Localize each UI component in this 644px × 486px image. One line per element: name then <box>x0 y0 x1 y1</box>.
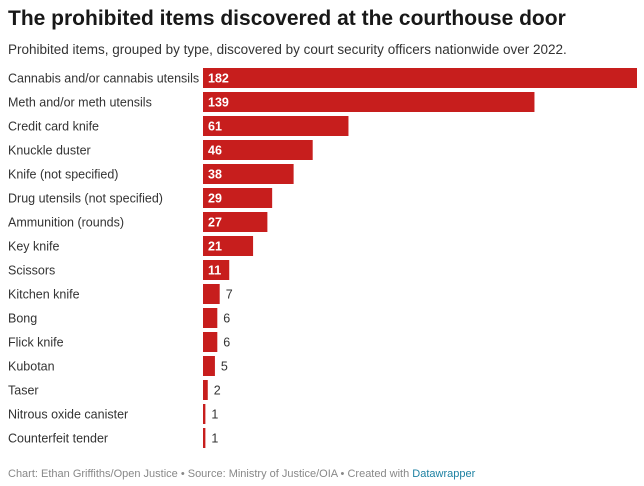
value-label: 5 <box>221 360 228 374</box>
bar-row: Ammunition (rounds) 27 <box>8 212 268 232</box>
bar <box>203 188 273 208</box>
category-label: Kitchen knife <box>8 288 80 302</box>
value-label: 38 <box>208 168 222 182</box>
category-label: Flick knife <box>8 336 64 350</box>
chart-subtitle: Prohibited items, grouped by type, disco… <box>8 42 567 57</box>
bar-row: Knuckle duster 46 <box>8 140 313 160</box>
value-label: 7 <box>226 288 233 302</box>
value-label: 6 <box>223 312 230 326</box>
bar-row: Meth and/or meth utensils 139 <box>8 92 535 112</box>
bar-row: Kitchen knife 7 <box>8 284 233 304</box>
chart-title: The prohibited items discovered at the c… <box>8 7 566 30</box>
value-label: 2 <box>214 384 221 398</box>
bar-row: Bong 6 <box>8 308 230 328</box>
bar <box>203 284 220 304</box>
value-label: 21 <box>208 240 222 254</box>
bar <box>203 332 218 352</box>
bar-row: Flick knife 6 <box>8 332 230 352</box>
bar <box>203 116 349 136</box>
category-label: Bong <box>8 312 37 326</box>
value-label: 29 <box>208 192 222 206</box>
category-label: Ammunition (rounds) <box>8 216 124 230</box>
value-label: 139 <box>208 96 229 110</box>
bar <box>203 236 254 256</box>
bar-row: Cannabis and/or cannabis utensils 182 <box>8 68 637 88</box>
bar-row: Drug utensils (not specified) 29 <box>8 188 273 208</box>
bar <box>203 428 206 448</box>
category-label: Cannabis and/or cannabis utensils <box>8 72 199 86</box>
bar-chart-svg: Cannabis and/or cannabis utensils 182 Meth… <box>8 68 637 448</box>
category-label: Key knife <box>8 240 59 254</box>
value-label: 61 <box>208 120 222 134</box>
category-label: Kubotan <box>8 360 55 374</box>
category-label: Scissors <box>8 264 55 278</box>
bar <box>203 356 215 376</box>
bar-row: Key knife 21 <box>8 236 254 256</box>
bar-chart: Cannabis and/or cannabis utensils 182 Meth… <box>0 66 644 450</box>
bar <box>203 260 230 280</box>
value-label: 11 <box>208 264 221 278</box>
category-label: Credit card knife <box>8 120 99 134</box>
value-label: 1 <box>211 408 218 422</box>
datawrapper-link[interactable]: Datawrapper <box>412 468 476 480</box>
bar <box>203 380 208 400</box>
category-label: Drug utensils (not specified) <box>8 192 163 206</box>
category-label: Nitrous oxide canister <box>8 408 128 422</box>
bar <box>203 68 637 88</box>
value-label: 46 <box>208 144 222 158</box>
value-label: 1 <box>211 432 218 446</box>
bar-row: Scissors 11 <box>8 260 230 280</box>
chart-footer: Chart: Ethan Griffiths/Open Justice • So… <box>8 467 475 481</box>
category-label: Counterfeit tender <box>8 432 108 446</box>
value-label: 27 <box>208 216 222 230</box>
bar-row: Counterfeit tender 1 <box>8 428 218 448</box>
bar-row: Knife (not specified) 38 <box>8 164 294 184</box>
category-label: Knuckle duster <box>8 144 91 158</box>
category-label: Meth and/or meth utensils <box>8 96 152 110</box>
value-label: 182 <box>208 72 229 86</box>
bar-row: Nitrous oxide canister 1 <box>8 404 218 424</box>
bar <box>203 140 313 160</box>
category-label: Knife (not specified) <box>8 168 118 182</box>
bar <box>203 164 294 184</box>
bar <box>203 92 535 112</box>
bar <box>203 212 268 232</box>
value-label: 6 <box>223 336 230 350</box>
category-label: Taser <box>8 384 39 398</box>
footer-credits: Chart: Ethan Griffiths/Open Justice • So… <box>8 468 413 480</box>
bar-row: Taser 2 <box>8 380 221 400</box>
bar <box>203 404 206 424</box>
bar-row: Kubotan 5 <box>8 356 228 376</box>
bar <box>203 308 218 328</box>
bar-row: Credit card knife 61 <box>8 116 349 136</box>
